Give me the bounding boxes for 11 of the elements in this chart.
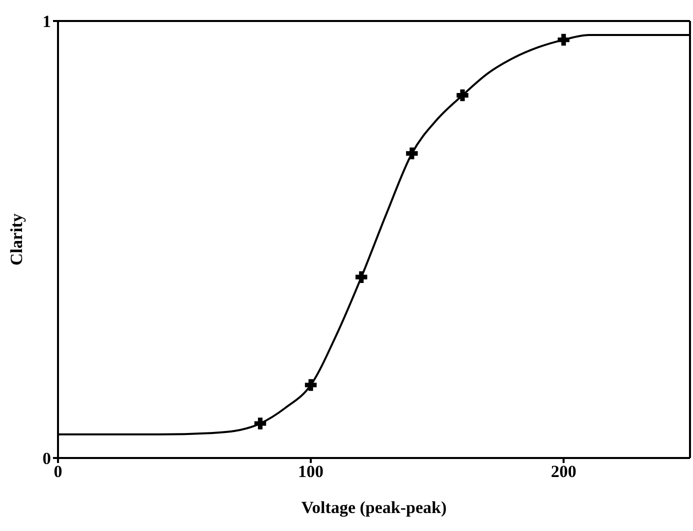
x-axis-title: Voltage (peak-peak) (301, 498, 447, 517)
point (406, 148, 418, 160)
point (355, 271, 368, 283)
y-axis-title: Clarity (7, 213, 26, 266)
x-tick-label: 200 (550, 462, 576, 482)
point (304, 379, 317, 391)
x-tick-label: 100 (298, 462, 324, 482)
point (254, 418, 266, 430)
point (456, 89, 468, 102)
y-tick-label: 1 (42, 12, 51, 32)
point (558, 34, 570, 46)
